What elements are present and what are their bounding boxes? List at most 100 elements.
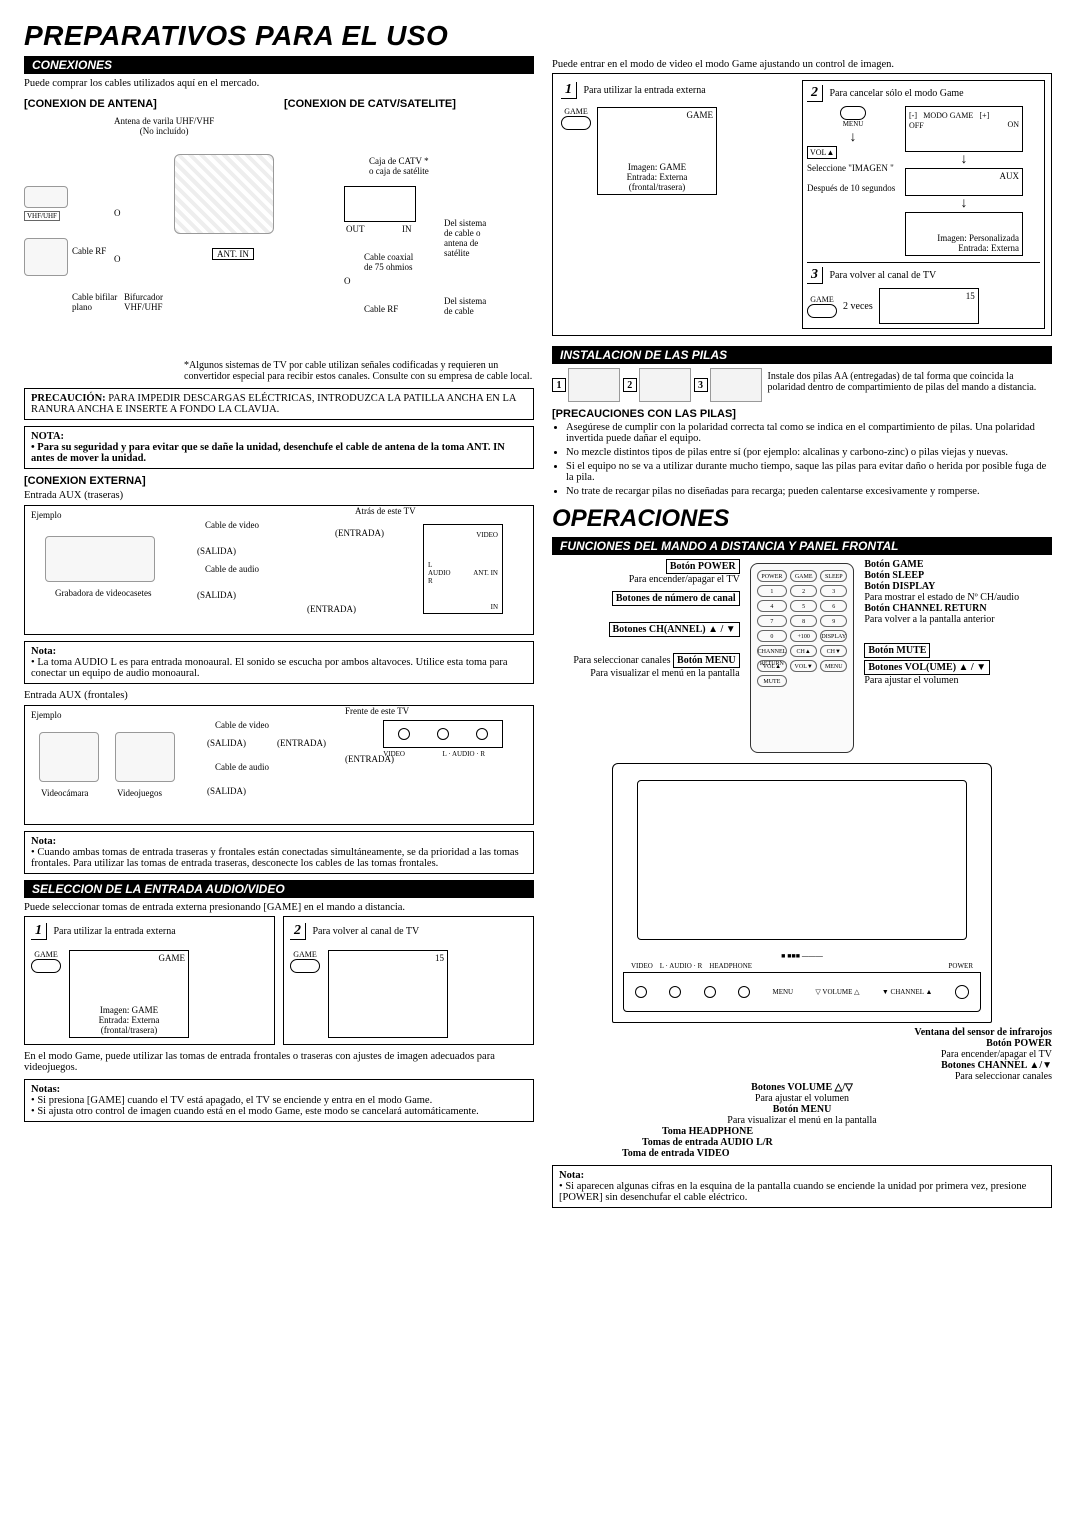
prec-2: No mezcle distintos tipos de pilas entre… <box>566 447 1052 458</box>
cr-disp-h: Botón DISPLAY <box>864 581 935 592</box>
cr-chret-h: Botón CHANNEL RETURN <box>864 603 986 614</box>
remote-button: VOL▲ <box>757 660 787 672</box>
r-mini-3: 15 <box>879 288 979 324</box>
section-seleccion: SELECCION DE LA ENTRADA AUDIO/VIDEO <box>24 880 534 898</box>
cr-mute-h: Botón MUTE <box>868 645 926 656</box>
despues-10s: Después de 10 segundos <box>807 183 899 193</box>
remote-button: 5 <box>790 600 817 612</box>
on-lbl: ON <box>1007 120 1019 129</box>
videocam-label: Videocámara <box>41 788 88 798</box>
game-osd-r1: GAME <box>687 110 714 120</box>
sys-cable-sat: Del sistema de cable o antena de satélit… <box>444 218 486 258</box>
in-label-2: IN <box>491 603 498 611</box>
remote-button: SLEEP <box>820 570 847 582</box>
antenna-label: Antena de varila UHF/VHF (No incluído) <box>114 116 214 136</box>
video-jack-label: VIDEO <box>476 531 498 539</box>
nota1-head: NOTA: <box>31 431 527 442</box>
salida-3: (SALIDA) <box>207 738 246 748</box>
operaciones-title: OPERACIONES <box>552 505 1052 533</box>
notas-head: Notas: <box>31 1084 527 1095</box>
conexiones-intro: Puede comprar los cables utilizados aquí… <box>24 78 534 89</box>
pc-menu-t: Para visualizar el menú en la pantalla <box>552 1115 1052 1126</box>
sel-intro: Puede seleccionar tomas de entrada exter… <box>24 902 534 913</box>
nota3-head: Nota: <box>31 836 527 847</box>
left-column: CONEXIONES Puede comprar los cables util… <box>24 56 534 1214</box>
menu-label: MENU <box>807 120 899 128</box>
panel-power-label: POWER <box>949 962 974 970</box>
batt-step-1: 1 <box>552 378 566 392</box>
caution-box: PRECAUCIÓN: PRECAUCIÓN: PARA IMPEDIR DES… <box>24 388 534 420</box>
l-label: L <box>428 561 432 569</box>
brand-label: ■ ■■■ ——— <box>613 953 991 960</box>
off-lbl: OFF <box>909 121 924 130</box>
remote-button: 6 <box>820 600 847 612</box>
remote-button: 1 <box>757 585 787 597</box>
vcr-icon <box>45 536 155 582</box>
prec-3: Si el equipo no se va a utilizar durante… <box>566 461 1052 483</box>
catv-footnote: *Algunos sistemas de TV por cable utiliz… <box>184 360 534 382</box>
mini-screen-1: GAME Imagen: GAME Entrada: Externa (fron… <box>69 950 189 1038</box>
nota1-body: • Para su seguridad y para evitar que se… <box>31 442 527 464</box>
out-label: OUT <box>346 224 365 234</box>
entrada-3: (ENTRADA) <box>277 738 326 748</box>
connection-diagram: Antena de varila UHF/VHF (No incluído) A… <box>24 116 534 356</box>
salida-2: (SALIDA) <box>197 590 236 600</box>
cl-power-t: Para encender/apagar el TV <box>629 574 740 585</box>
r-step1-num: 1 <box>561 82 577 99</box>
r-step1-title: Para utilizar la entrada externa <box>584 85 706 96</box>
ejemplo-2: Ejemplo <box>31 710 62 720</box>
sel-imagen: Seleccione "IMAGEN " <box>807 163 899 173</box>
r-step3-title: Para volver al canal de TV <box>830 270 937 281</box>
r-mini-2b: AUX <box>905 168 1023 196</box>
two-times: 2 veces <box>843 301 873 312</box>
remote-button: DISPLAY <box>820 630 847 642</box>
prec-head: [PRECAUCIONES CON LAS PILAS] <box>552 408 1052 420</box>
step2-num: 2 <box>290 923 306 940</box>
game-btn-label-r3: GAME <box>807 295 837 304</box>
ent-ext-r2: Entrada: Externa <box>937 243 1019 253</box>
remote-button: CH▼ <box>820 645 847 657</box>
catv-box-icon <box>344 186 416 222</box>
battery-icon <box>568 368 620 402</box>
ant-in-label: ANT. IN <box>212 248 254 260</box>
game-btn-label-1: GAME <box>31 950 61 959</box>
notas-box: Notas: • Si presiona [GAME] cuando el TV… <box>24 1079 534 1122</box>
cr-chret-t: Para volver a la pantalla anterior <box>864 614 1052 625</box>
remote-button: CHANNEL RETURN <box>757 645 787 657</box>
catv-head: [CONEXION DE CATV/SATELITE] <box>284 98 534 110</box>
final-note-h: Nota: <box>559 1170 1045 1181</box>
cable-video-1: Cable de video <box>205 520 259 530</box>
cl-menu-h: Botón MENU <box>677 655 736 666</box>
right-intro: Puede entrar en el modo de video el modo… <box>552 59 1052 70</box>
jack-icon <box>476 728 488 740</box>
game-button-icon <box>31 959 61 973</box>
r-step2-title: Para cancelar sólo el modo Game <box>830 88 964 99</box>
camcorder-icon <box>39 732 99 782</box>
game-button-icon <box>290 959 320 973</box>
aux-rear-diagram: Ejemplo Grabadora de videocasetes Cable … <box>24 505 534 635</box>
game-button-icon <box>807 304 837 318</box>
r-label: R <box>428 577 433 585</box>
final-note-b: • Si aparecen algunas cifras en la esqui… <box>559 1181 1045 1203</box>
salida-1: (SALIDA) <box>197 546 236 556</box>
remote-button: MUTE <box>757 675 787 687</box>
cr-game-h: Botón GAME <box>864 559 923 570</box>
game-osd-1: GAME <box>159 953 186 963</box>
pilas-text: Instale dos pilas AA (entregadas) de tal… <box>768 371 1053 393</box>
panel-channel-label: ▼ CHANNEL ▲ <box>882 988 933 996</box>
bifurcador-label: Bifurcador VHF/UHF <box>124 292 163 312</box>
remote-button: 4 <box>757 600 787 612</box>
panel-callouts: Ventana del sensor de infrarojos Botón P… <box>552 1027 1052 1159</box>
nota2-head: Nota: <box>31 646 527 657</box>
section-mando: FUNCIONES DEL MANDO A DISTANCIA Y PANEL … <box>552 537 1052 555</box>
cable-video-2: Cable de video <box>215 720 269 730</box>
remote-callouts-right: Botón GAME Botón SLEEP Botón DISPLAY Par… <box>864 559 1052 686</box>
panel-menu-label: MENU <box>772 988 793 996</box>
jack-icon <box>398 728 410 740</box>
ch15-osd: 15 <box>435 953 444 963</box>
pc-hp: Toma HEADPHONE <box>662 1126 753 1137</box>
nota3-body: • Cuando ambas tomas de entrada traseras… <box>31 847 527 869</box>
page-title: PREPARATIVOS PARA EL USO <box>24 20 1056 52</box>
panel-volume-label: ▽ VOLUME △ <box>815 988 859 996</box>
step1-box: 1 Para utilizar la entrada externa GAME … <box>24 916 275 1045</box>
